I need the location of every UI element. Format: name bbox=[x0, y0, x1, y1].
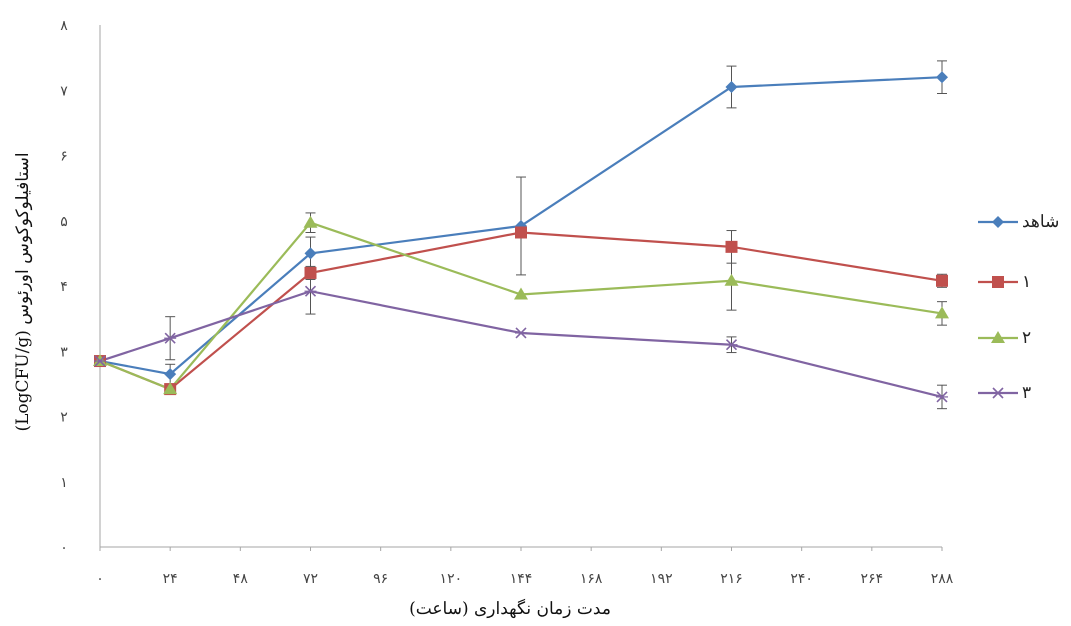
series-2-point bbox=[304, 266, 317, 279]
y-tick-label: ۵ bbox=[60, 214, 68, 230]
x-tick-label: ۹۶ bbox=[373, 571, 388, 587]
series-4-point bbox=[936, 391, 948, 403]
series-4-point bbox=[304, 285, 317, 297]
series-3-point bbox=[724, 273, 739, 286]
y-tick-label: ۳ bbox=[60, 344, 68, 360]
x-tick-label: ۱۹۲ bbox=[650, 571, 673, 587]
legend: شاهد ۱ ۲ ۳ bbox=[978, 212, 1059, 403]
series-3-point bbox=[303, 215, 318, 228]
series-markers bbox=[93, 71, 949, 403]
x-tick-label: ۲۴۰ bbox=[790, 571, 813, 587]
x-tick-label: ۰ bbox=[96, 571, 104, 587]
legend-label: ۲ bbox=[1022, 328, 1031, 348]
series-1-point bbox=[304, 247, 317, 260]
series-line-4 bbox=[99, 290, 943, 398]
y-tick-label: ۶ bbox=[60, 149, 68, 165]
x-tick-label: ۲۴ bbox=[163, 571, 178, 587]
y-tick-label: ۲ bbox=[60, 410, 68, 426]
y-tick-label: ۱ bbox=[60, 475, 68, 491]
legend-label: ۳ bbox=[1022, 383, 1031, 403]
axes bbox=[99, 25, 942, 548]
legend-label: شاهد bbox=[1022, 212, 1059, 232]
legend-marker bbox=[992, 387, 1004, 399]
y-axis-title: استافیلوکوکوس اورئوس (LogCFU/g) bbox=[13, 152, 33, 431]
y-tick-label: ۷ bbox=[60, 83, 68, 99]
series-line-1 bbox=[99, 76, 943, 376]
x-tick-label: ۲۱۶ bbox=[720, 571, 743, 587]
series-1-point bbox=[936, 71, 948, 84]
series-4-point bbox=[164, 332, 177, 344]
x-tick-label: ۲۸۸ bbox=[931, 571, 954, 587]
series-2-point bbox=[515, 226, 527, 239]
x-tick-label: ۲۶۴ bbox=[861, 571, 884, 587]
series-lines bbox=[99, 76, 943, 398]
series-line-3 bbox=[99, 221, 943, 391]
series-4-point bbox=[725, 339, 738, 351]
series-4-point bbox=[94, 355, 106, 367]
series-3-point bbox=[935, 306, 949, 319]
x-tick-label: ۱۴۴ bbox=[510, 571, 533, 587]
series-2-point bbox=[725, 240, 738, 253]
legend-marker bbox=[992, 276, 1004, 288]
y-tick-label: ۰ bbox=[60, 540, 68, 556]
legend-marker bbox=[991, 331, 1005, 343]
x-tick-label: ۷۲ bbox=[303, 571, 318, 587]
x-tick-labels: ۰ ۲۴ ۴۸ ۷۲ ۹۶ ۱۲۰ ۱۴۴ ۱۶۸ ۱۹۲ ۲۱۶ ۲۴۰ ۲۶۴ ۲۸۸ bbox=[96, 547, 954, 587]
series-1-point bbox=[164, 368, 177, 381]
legend-label: ۱ bbox=[1022, 272, 1031, 292]
series-2-point bbox=[936, 274, 948, 287]
x-axis-title: مدت زمان نگهداری (ساعت) bbox=[409, 598, 611, 619]
legend-marker bbox=[992, 216, 1004, 228]
x-tick-label: ۴۸ bbox=[233, 571, 249, 587]
series-1-point bbox=[725, 80, 738, 93]
y-tick-label: ۴ bbox=[60, 279, 68, 295]
y-tick-label: ۸ bbox=[60, 18, 68, 34]
x-tick-label: ۱۲۰ bbox=[440, 571, 463, 587]
series-4-point bbox=[515, 327, 527, 339]
y-tick-labels: ۰ ۱ ۲ ۳ ۴ ۵ ۶ ۷ ۸ bbox=[60, 18, 68, 556]
series-3-point bbox=[163, 382, 178, 395]
x-tick-label: ۱۶۸ bbox=[580, 571, 603, 587]
series-3-point bbox=[514, 287, 528, 300]
